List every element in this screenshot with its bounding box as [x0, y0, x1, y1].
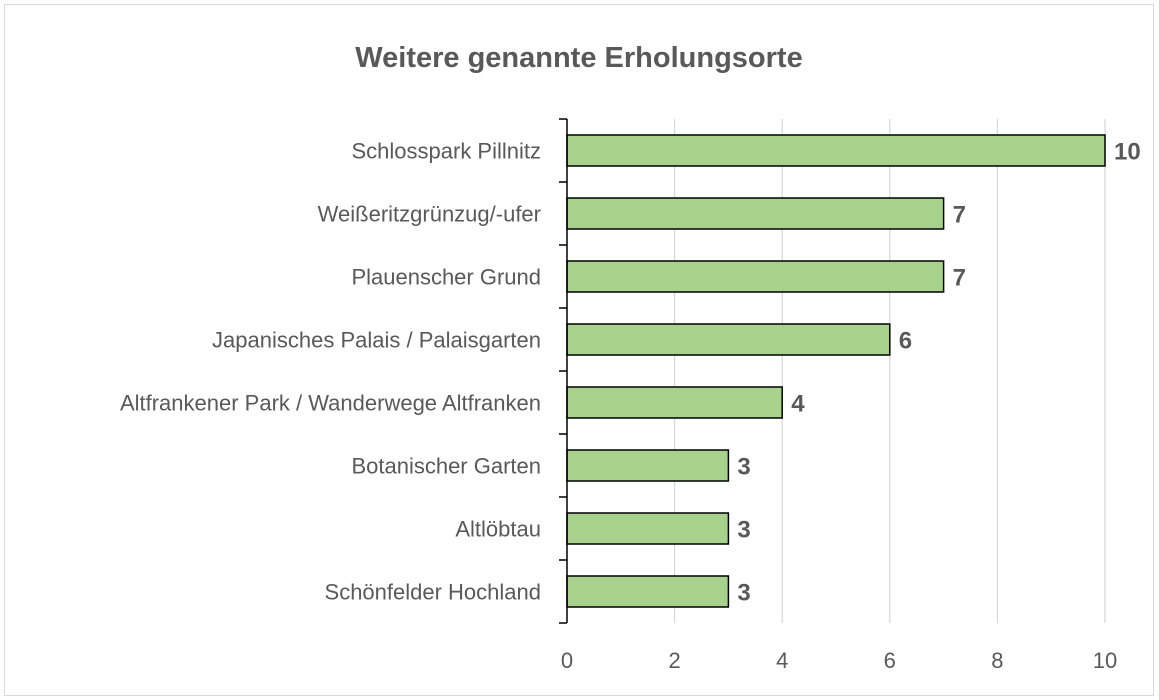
category-labels: Schlosspark Pillnitz Weißeritzgrünzug/-uf…	[120, 139, 541, 605]
value-label-7: 3	[737, 580, 750, 607]
bar-1	[566, 197, 945, 230]
x-tick-label-8: 8	[991, 648, 1003, 673]
value-label-4: 4	[791, 391, 805, 418]
bar-7	[566, 575, 730, 608]
gridlines	[673, 119, 1106, 623]
value-label-5: 3	[737, 454, 750, 481]
x-tick-labels: 0 2 4 6 8 10	[561, 648, 1117, 673]
category-label-5: Botanischer Garten	[351, 454, 541, 479]
chart-frame: Weitere genannte Erholungsorte Schlosspa…	[4, 4, 1154, 696]
bar-2	[566, 260, 945, 293]
value-label-6: 3	[737, 517, 750, 544]
category-label-1: Weißeritzgrünzug/-ufer	[318, 202, 541, 227]
bars	[566, 134, 1106, 608]
category-label-0: Schlosspark Pillnitz	[351, 139, 541, 164]
category-axis	[559, 118, 568, 624]
bar-5	[566, 449, 730, 482]
bar-chart: Weitere genannte Erholungsorte Schlosspa…	[120, 42, 1141, 673]
category-label-2: Plauenscher Grund	[351, 265, 541, 290]
chart-title: Weitere genannte Erholungsorte	[355, 42, 802, 74]
bar-0	[566, 134, 1106, 167]
x-tick-label-6: 6	[884, 648, 896, 673]
category-label-3: Japanisches Palais / Palaisgarten	[212, 328, 541, 353]
bar-3	[566, 323, 891, 356]
x-tick-label-10: 10	[1093, 648, 1117, 673]
bar-6	[566, 512, 730, 545]
x-tick-label-4: 4	[776, 648, 788, 673]
x-tick-label-0: 0	[561, 648, 573, 673]
category-label-7: Schönfelder Hochland	[325, 580, 541, 605]
data-labels: 10 7 7 6 4 3 3 3	[737, 139, 1140, 607]
category-label-4: Altfrankener Park / Wanderwege Altfranke…	[120, 391, 541, 416]
value-label-3: 6	[899, 328, 912, 355]
bar-4	[566, 386, 783, 419]
x-tick-label-2: 2	[668, 648, 680, 673]
value-label-2: 7	[953, 265, 966, 292]
category-label-6: Altlöbtau	[455, 517, 541, 542]
value-label-0: 10	[1114, 139, 1141, 166]
value-label-1: 7	[953, 202, 966, 229]
